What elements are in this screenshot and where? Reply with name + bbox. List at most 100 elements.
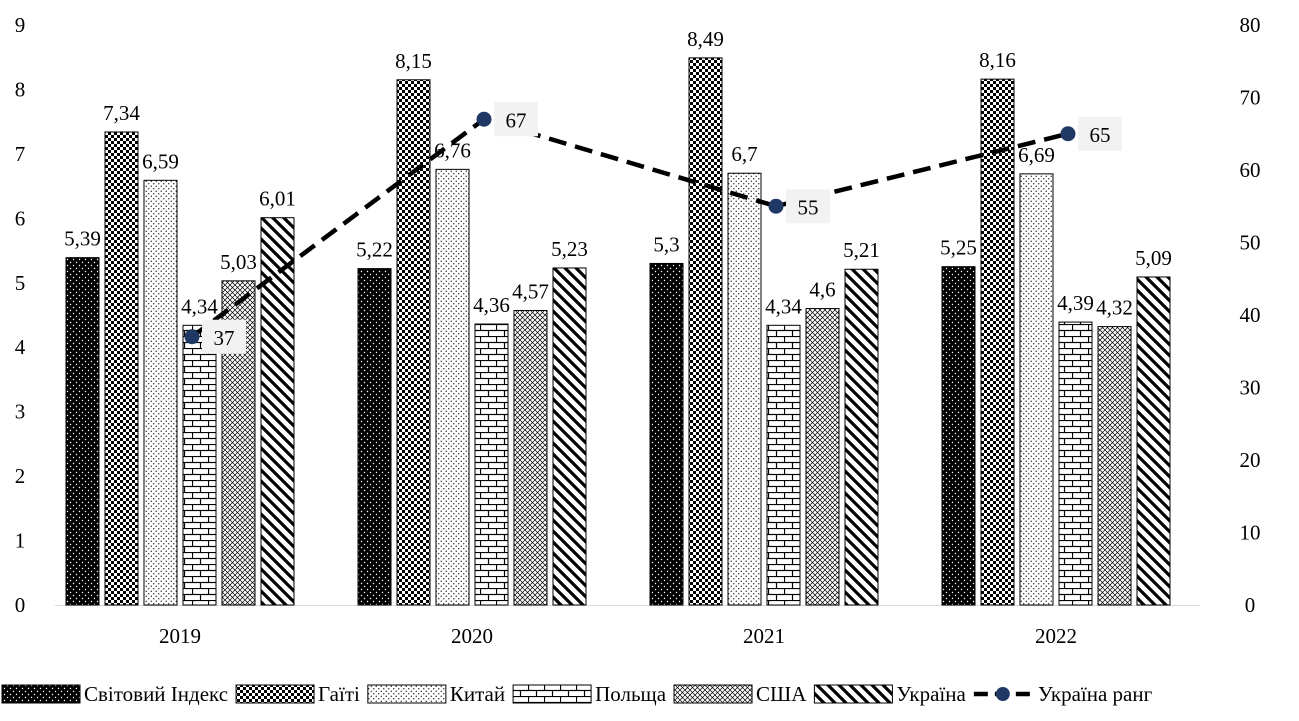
- bar-value-label: 5,39: [64, 227, 101, 251]
- y-right-tick-label: 50: [1240, 231, 1261, 255]
- legend-label: Китай: [450, 682, 505, 706]
- y-right-tick-label: 20: [1240, 448, 1261, 472]
- rank-marker-2020: [476, 111, 492, 127]
- bar-4-2019: [182, 324, 217, 606]
- bar-value-label: 5,03: [220, 250, 257, 274]
- legend-label: Україна: [896, 682, 966, 706]
- bar-5-2022: [1097, 326, 1132, 606]
- bar-value-label: 5,21: [843, 238, 880, 262]
- legend-line-marker: [995, 687, 1010, 701]
- bar-1-2022: [941, 266, 976, 606]
- bar-value-label: 4,34: [765, 294, 802, 318]
- y-left-tick-label: 5: [15, 271, 26, 295]
- bars-layer: [65, 57, 1171, 606]
- bar-4-2021: [766, 324, 801, 606]
- bar-2-2021: [688, 57, 723, 606]
- bar-value-label: 8,16: [979, 48, 1016, 72]
- rank-value-label: 67: [506, 108, 527, 132]
- y-left-tick-label: 8: [15, 77, 26, 101]
- bar-4-2020: [474, 323, 509, 606]
- bar-1-2020: [357, 268, 392, 606]
- rank-label-box: [202, 319, 246, 354]
- bar-value-label: 4,57: [512, 279, 549, 303]
- bar-3-2022: [1019, 173, 1054, 606]
- bar-value-label: 5,23: [551, 237, 588, 261]
- bar-1-2019: [65, 257, 100, 606]
- y-left-tick-label: 4: [15, 335, 26, 359]
- legend-swatch-3: [367, 684, 447, 704]
- rank-value-label: 37: [214, 326, 235, 350]
- legend: Світовий Індекс Гаїті Китай Польща США Україн…: [1, 682, 1153, 706]
- legend-swatch-6: [813, 684, 893, 704]
- bar-value-label: 6,7: [731, 142, 757, 166]
- legend-swatch-5: [673, 684, 753, 704]
- y-left-tick-label: 1: [15, 529, 26, 553]
- rank-label-box: [1078, 116, 1122, 151]
- rank-value-label: 55: [798, 195, 819, 219]
- bar-value-label: 4,36: [473, 293, 510, 317]
- bar-value-label: 4,34: [181, 294, 218, 318]
- bar-value-label: 4,6: [809, 278, 835, 302]
- rank-value-label: 65: [1090, 123, 1111, 147]
- legend-label: США: [756, 682, 807, 706]
- bar-2-2020: [396, 79, 431, 606]
- rank-line-layer: [184, 111, 1076, 345]
- bar-2-2022: [980, 78, 1015, 606]
- y-right-tick-label: 40: [1240, 303, 1261, 327]
- y-left-tick-label: 9: [15, 13, 26, 37]
- bar-3-2020: [435, 168, 470, 606]
- bar-6-2019: [260, 217, 295, 606]
- data-labels-layer: 5,39 5,22 5,3 5,25 7,34 8,15 8,49 8,16 6,59 6,76 6…: [64, 27, 1172, 354]
- rank-label-box: [786, 189, 830, 224]
- y-left-tick-label: 6: [15, 206, 26, 230]
- bar-6-2020: [552, 267, 587, 606]
- bar-5-2021: [805, 308, 840, 606]
- bar-value-label: 6,76: [434, 138, 471, 162]
- y-right-tick-label: 60: [1240, 158, 1261, 182]
- x-tick-label: 2021: [743, 624, 785, 648]
- y-left-tick-label: 7: [15, 142, 26, 166]
- bar-2-2019: [104, 131, 139, 606]
- bar-1-2021: [649, 262, 684, 606]
- bar-value-label: 6,59: [142, 149, 179, 173]
- bar-value-label: 8,49: [687, 27, 724, 51]
- y-right-tick-label: 10: [1240, 521, 1261, 545]
- x-tick-label: 2022: [1035, 624, 1077, 648]
- bar-value-label: 5,09: [1135, 246, 1172, 270]
- x-tick-label: 2019: [159, 624, 201, 648]
- legend-swatch-1: [1, 684, 81, 704]
- bar-3-2019: [143, 179, 178, 606]
- legend-label: Польща: [595, 682, 667, 706]
- bar-3-2021: [727, 172, 762, 606]
- y-right-tick-label: 80: [1240, 13, 1261, 37]
- bar-value-label: 6,69: [1018, 143, 1055, 167]
- y-right-tick-label: 70: [1240, 86, 1261, 110]
- legend-swatch-2: [235, 684, 315, 704]
- bar-value-label: 7,34: [103, 101, 140, 125]
- bar-value-label: 6,01: [259, 187, 296, 211]
- bar-value-label: 8,15: [395, 49, 432, 73]
- y-left-tick-label: 3: [15, 400, 26, 424]
- rank-marker-2021: [768, 198, 784, 214]
- bar-value-label: 4,32: [1096, 296, 1133, 320]
- bar-value-label: 5,25: [940, 236, 977, 260]
- bar-6-2022: [1136, 276, 1171, 606]
- rank-marker-2022: [1060, 126, 1076, 142]
- bar-value-label: 5,3: [653, 232, 679, 256]
- bar-value-label: 4,39: [1057, 291, 1094, 315]
- legend-label: Світовий Індекс: [84, 682, 228, 706]
- legend-swatch-4: [512, 684, 592, 704]
- y-right-tick-label: 30: [1240, 376, 1261, 400]
- bar-5-2020: [513, 309, 548, 606]
- y-right-tick-label: 0: [1245, 593, 1256, 617]
- bar-value-label: 5,22: [356, 238, 393, 262]
- rank-label-box: [494, 102, 538, 137]
- y-left-tick-label: 2: [15, 464, 26, 488]
- legend-label: Гаїті: [318, 682, 360, 706]
- y-left-tick-label: 0: [15, 593, 26, 617]
- bar-6-2021: [844, 268, 879, 606]
- rank-marker-2019: [184, 329, 200, 345]
